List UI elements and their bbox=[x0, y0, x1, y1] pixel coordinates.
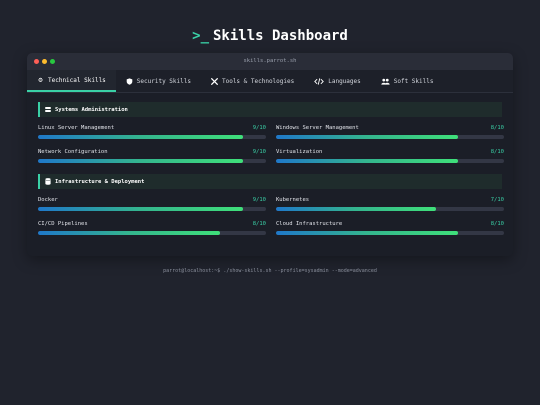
section-title: Infrastructure & Deployment bbox=[55, 178, 145, 185]
window-titlebar: skills.parrot.sh bbox=[27, 53, 513, 70]
skill-item: CI/CD Pipelines 8/10 bbox=[38, 220, 266, 235]
section-header-infrastructure-deployment: Infrastructure & Deployment bbox=[38, 174, 502, 189]
skill-name: Linux Server Management bbox=[38, 125, 115, 131]
skill-score: 8/10 bbox=[490, 125, 504, 131]
skill-item: Kubernetes 7/10 bbox=[276, 196, 504, 211]
minimize-window-button[interactable] bbox=[42, 59, 47, 64]
tab-label: Tools & Technologies bbox=[221, 77, 295, 85]
skill-progress-fill bbox=[276, 159, 459, 163]
skill-score: 8/10 bbox=[490, 149, 504, 155]
code-icon bbox=[314, 77, 325, 85]
skill-item: Network Configuration 9/10 bbox=[38, 148, 266, 163]
tab-bar: ⚙ Technical Skills Security Skills Tools… bbox=[27, 70, 513, 93]
skill-progress-fill bbox=[276, 207, 436, 211]
skill-score: 9/10 bbox=[252, 197, 266, 203]
skill-name: Docker bbox=[38, 197, 58, 203]
gear-icon: ⚙ bbox=[38, 75, 43, 84]
tab-label: Technical Skills bbox=[48, 76, 106, 84]
skill-name: CI/CD Pipelines bbox=[38, 221, 88, 227]
skill-name: Cloud Infrastructure bbox=[276, 221, 343, 227]
close-window-button[interactable] bbox=[34, 59, 39, 64]
terminal-command-line: parrot@localhost:~$ ./show-skills.sh --p… bbox=[163, 268, 377, 274]
skill-item: Virtualization 8/10 bbox=[276, 148, 504, 163]
skill-progress-fill bbox=[276, 135, 459, 139]
tab-content: Systems Administration Linux Server Mana… bbox=[27, 93, 513, 235]
shield-icon bbox=[126, 77, 133, 85]
skill-score: 8/10 bbox=[490, 221, 504, 227]
section-title: Systems Administration bbox=[55, 106, 128, 113]
skill-item: Linux Server Management 9/10 bbox=[38, 124, 266, 139]
terminal-window: skills.parrot.sh ⚙ Technical Skills Secu… bbox=[27, 53, 513, 256]
skill-score: 9/10 bbox=[252, 149, 266, 155]
tab-tools-technologies[interactable]: Tools & Technologies bbox=[201, 70, 304, 92]
tab-soft-skills[interactable]: Soft Skills bbox=[371, 70, 444, 92]
terminal-logo-icon: >_ bbox=[192, 28, 209, 44]
skill-progress-bar bbox=[276, 231, 504, 235]
maximize-window-button[interactable] bbox=[50, 59, 55, 64]
skill-score: 8/10 bbox=[252, 221, 266, 227]
skill-name: Kubernetes bbox=[276, 197, 310, 203]
server-icon bbox=[45, 106, 51, 113]
skill-score: 7/10 bbox=[490, 197, 504, 203]
window-title: skills.parrot.sh bbox=[243, 58, 297, 64]
skills-grid: Linux Server Management 9/10 Windows Serv… bbox=[38, 124, 504, 163]
users-icon bbox=[381, 78, 390, 85]
skill-progress-bar bbox=[276, 159, 504, 163]
skill-progress-fill bbox=[38, 207, 244, 211]
database-icon bbox=[45, 178, 51, 185]
tab-label: Soft Skills bbox=[393, 77, 434, 85]
skill-name: Virtualization bbox=[276, 149, 323, 155]
page-header: >_ Skills Dashboard bbox=[0, 26, 540, 46]
skill-progress-bar bbox=[38, 231, 266, 235]
skill-item: Windows Server Management 8/10 bbox=[276, 124, 504, 139]
skill-item: Cloud Infrastructure 8/10 bbox=[276, 220, 504, 235]
tab-technical-skills[interactable]: ⚙ Technical Skills bbox=[27, 70, 116, 92]
skill-progress-bar bbox=[38, 207, 266, 211]
tools-icon bbox=[211, 77, 218, 85]
skill-name: Network Configuration bbox=[38, 149, 108, 155]
skill-item: Docker 9/10 bbox=[38, 196, 266, 211]
skill-progress-bar bbox=[276, 135, 504, 139]
skill-score: 9/10 bbox=[252, 125, 266, 131]
skill-progress-fill bbox=[38, 135, 244, 139]
skill-progress-bar bbox=[38, 135, 266, 139]
section-header-systems-administration: Systems Administration bbox=[38, 102, 502, 117]
tab-label: Languages bbox=[328, 77, 361, 85]
skill-progress-fill bbox=[276, 231, 459, 235]
skill-progress-bar bbox=[276, 207, 504, 211]
skill-progress-fill bbox=[38, 159, 244, 163]
skill-progress-fill bbox=[38, 231, 221, 235]
tab-languages[interactable]: Languages bbox=[304, 70, 371, 92]
window-controls bbox=[34, 59, 55, 64]
skill-name: Windows Server Management bbox=[276, 125, 359, 131]
skills-grid: Docker 9/10 Kubernetes 7/10 CI/CD Pipeline… bbox=[38, 196, 504, 235]
tab-security-skills[interactable]: Security Skills bbox=[116, 70, 201, 92]
skill-progress-bar bbox=[38, 159, 266, 163]
tab-label: Security Skills bbox=[136, 77, 191, 85]
page-title: Skills Dashboard bbox=[213, 28, 348, 44]
